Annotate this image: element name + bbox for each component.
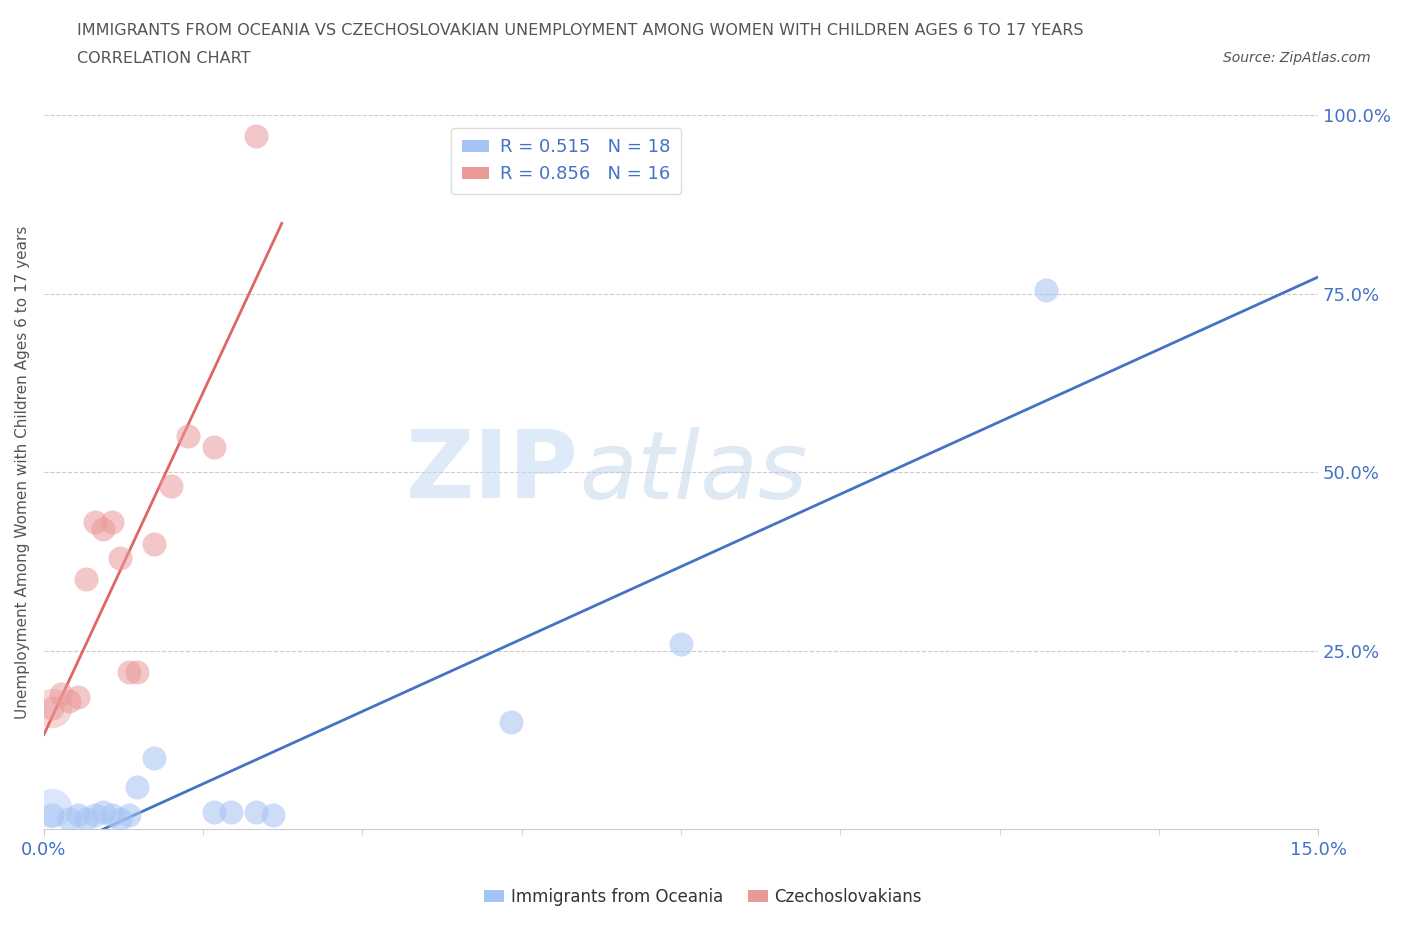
Point	[75, 811, 97, 826]
Point	[143, 751, 166, 765]
Point	[83, 515, 105, 530]
Point	[143, 537, 166, 551]
Text: Source: ZipAtlas.com: Source: ZipAtlas.com	[1223, 51, 1371, 65]
Legend: Immigrants from Oceania, Czechoslovakians: Immigrants from Oceania, Czechoslovakian…	[477, 881, 929, 912]
Point	[127, 779, 149, 794]
Point	[669, 636, 692, 651]
Point	[245, 804, 267, 819]
Point	[41, 801, 63, 816]
Point	[66, 807, 89, 822]
Point	[245, 129, 267, 144]
Legend: R = 0.515   N = 18, R = 0.856   N = 16: R = 0.515 N = 18, R = 0.856 N = 16	[451, 127, 682, 194]
Point	[118, 807, 141, 822]
Text: atlas: atlas	[579, 427, 807, 518]
Point	[118, 665, 141, 680]
Point	[1035, 283, 1057, 298]
Point	[58, 811, 80, 826]
Point	[202, 440, 225, 455]
Point	[41, 700, 63, 715]
Point	[501, 715, 523, 730]
Point	[41, 700, 63, 715]
Text: IMMIGRANTS FROM OCEANIA VS CZECHOSLOVAKIAN UNEMPLOYMENT AMONG WOMEN WITH CHILDRE: IMMIGRANTS FROM OCEANIA VS CZECHOSLOVAKI…	[77, 23, 1084, 38]
Point	[262, 807, 284, 822]
Point	[202, 804, 225, 819]
Point	[58, 694, 80, 709]
Text: ZIP: ZIP	[406, 426, 579, 518]
Point	[66, 690, 89, 705]
Text: CORRELATION CHART: CORRELATION CHART	[77, 51, 250, 66]
Point	[101, 515, 124, 530]
Point	[101, 807, 124, 822]
Point	[110, 551, 132, 565]
Point	[83, 807, 105, 822]
Point	[110, 811, 132, 826]
Point	[49, 686, 72, 701]
Point	[93, 804, 115, 819]
Point	[93, 522, 115, 537]
Point	[160, 479, 183, 494]
Point	[75, 572, 97, 587]
Point	[41, 807, 63, 822]
Point	[127, 665, 149, 680]
Y-axis label: Unemployment Among Women with Children Ages 6 to 17 years: Unemployment Among Women with Children A…	[15, 225, 30, 719]
Point	[177, 429, 200, 444]
Point	[219, 804, 242, 819]
